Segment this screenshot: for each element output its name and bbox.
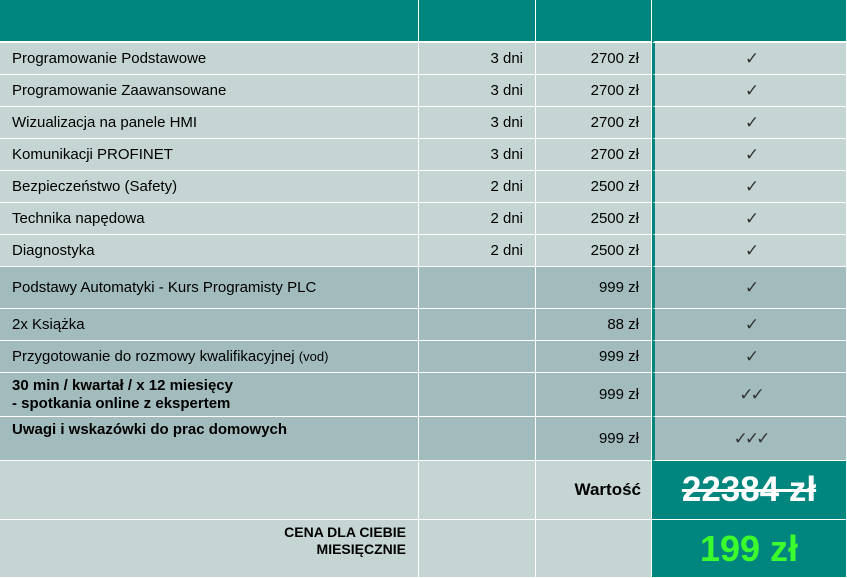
check-icon: ✓: [744, 346, 759, 367]
price-label: CENA DLA CIEBIE MIESIĘCZNIE: [0, 520, 419, 578]
check-icon: ✓: [744, 240, 759, 261]
course-price: 2700 zł: [536, 107, 652, 139]
check-icon: ✓: [744, 208, 759, 229]
extra-days-empty: [419, 373, 536, 417]
extra-days-empty: [419, 417, 536, 461]
summary-empty: [419, 520, 536, 578]
value-label: Wartość: [536, 461, 652, 520]
old-price-box: 22384 zł: [652, 461, 847, 520]
new-price-box: 199 zł: [652, 520, 847, 578]
course-name: Wizualizacja na panele HMI: [0, 107, 419, 139]
extra-name-suffix: (vod): [298, 349, 329, 364]
check-icon: ✓✓: [739, 384, 764, 405]
check-icon: ✓: [744, 112, 759, 133]
course-days: 3 dni: [419, 43, 536, 75]
included-check-icon: ✓: [652, 107, 847, 139]
summary-empty: [536, 520, 652, 578]
extra-days-empty: [419, 309, 536, 341]
extra-price: 999 zł: [536, 341, 652, 373]
extra-price: 999 zł: [536, 267, 652, 309]
course-name: Programowanie Podstawowe: [0, 43, 419, 75]
mentoring-line1: 30 min / kwartał / x 12 miesięcy: [12, 377, 233, 394]
price-label-line1: CENA DLA CIEBIE: [284, 524, 406, 540]
extra-name-text: Przygotowanie do rozmowy kwalifikacyjnej: [12, 348, 295, 365]
course-name: Diagnostyka: [0, 235, 419, 267]
header-cell-days: [419, 0, 536, 43]
extra-name: Przygotowanie do rozmowy kwalifikacyjnej…: [0, 341, 419, 373]
new-price: 199 zł: [699, 527, 799, 569]
price-label-line2: MIESIĘCZNIE: [316, 541, 406, 557]
course-days: 3 dni: [419, 139, 536, 171]
course-days: 3 dni: [419, 107, 536, 139]
included-check-icon: ✓: [652, 309, 847, 341]
old-price: 22384 zł: [681, 470, 817, 509]
included-check-icon: ✓: [652, 203, 847, 235]
included-check-icon: ✓: [652, 139, 847, 171]
course-price: 2500 zł: [536, 203, 652, 235]
course-price: 2500 zł: [536, 171, 652, 203]
check-icon: ✓: [744, 80, 759, 101]
check-icon: ✓: [744, 277, 759, 298]
included-check-icon: ✓: [652, 75, 847, 107]
course-days: 3 dni: [419, 75, 536, 107]
included-check-icon: ✓: [652, 235, 847, 267]
included-check-icon: ✓: [652, 341, 847, 373]
mentoring-name: 30 min / kwartał / x 12 miesięcy - spotk…: [0, 373, 419, 417]
course-price: 2700 zł: [536, 43, 652, 75]
course-name: Komunikacji PROFINET: [0, 139, 419, 171]
included-check-icon: ✓: [652, 171, 847, 203]
extra-name: Podstawy Automatyki - Kurs Programisty P…: [0, 267, 419, 309]
extra-price: 88 zł: [536, 309, 652, 341]
check-icon: ✓: [744, 176, 759, 197]
course-price: 2500 zł: [536, 235, 652, 267]
double-check-icon: ✓✓: [652, 373, 847, 417]
course-name: Bezpieczeństwo (Safety): [0, 171, 419, 203]
triple-check-icon: ✓✓✓: [652, 417, 847, 461]
check-icon: ✓✓✓: [733, 428, 771, 449]
course-days: 2 dni: [419, 235, 536, 267]
extra-days-empty: [419, 267, 536, 309]
course-name: Programowanie Zaawansowane: [0, 75, 419, 107]
course-days: 2 dni: [419, 203, 536, 235]
check-icon: ✓: [744, 144, 759, 165]
extra-name: 2x Książka: [0, 309, 419, 341]
course-name: Technika napędowa: [0, 203, 419, 235]
homework-name: Uwagi i wskazówki do prac domowych: [0, 417, 419, 461]
header-cell-name: [0, 0, 419, 43]
course-price: 2700 zł: [536, 75, 652, 107]
check-icon: ✓: [744, 314, 759, 335]
header-cell-included: [652, 0, 847, 43]
course-price: 2700 zł: [536, 139, 652, 171]
summary-empty: [419, 461, 536, 520]
included-check-icon: ✓: [652, 43, 847, 75]
header-cell-price: [536, 0, 652, 43]
mentoring-price: 999 zł: [536, 373, 652, 417]
included-check-icon: ✓: [652, 267, 847, 309]
check-icon: ✓: [744, 48, 759, 69]
mentoring-line2: - spotkania online z ekspertem: [12, 395, 231, 412]
course-days: 2 dni: [419, 171, 536, 203]
summary-empty: [0, 461, 419, 520]
extra-days-empty: [419, 341, 536, 373]
homework-price: 999 zł: [536, 417, 652, 461]
